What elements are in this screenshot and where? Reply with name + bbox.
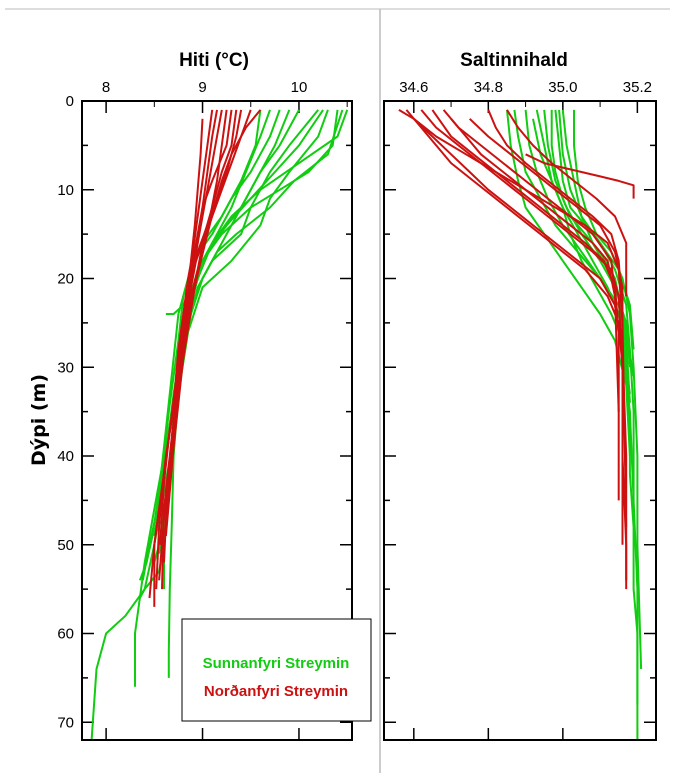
salinity-nordan-profile-line (506, 109, 628, 297)
temperature-ytick-label: 40 (57, 448, 74, 465)
salinity-nordan-profile-line (420, 109, 624, 545)
temperature-xtick-label: 9 (198, 79, 206, 96)
temperature-nordan-profile-line (164, 109, 218, 536)
temperature-sunnan-profile-line (134, 109, 349, 687)
temperature-ytick-label: 10 (57, 182, 74, 199)
salinity-xtick-label: 35.0 (548, 79, 577, 96)
legend-box (181, 618, 372, 722)
temperature-nordan-profile-line (161, 118, 204, 590)
legend-nordan-label: Norðanfyri Streymin (204, 683, 348, 700)
temperature-title: Hiti (°C) (179, 50, 249, 71)
temperature-sunnan-profile-line (138, 109, 262, 581)
legend-sunnan-label: Sunnanfyri Streymin (203, 655, 350, 672)
salinity-nordan-profile-line (450, 118, 620, 412)
temperature-ytick-label: 60 (57, 626, 74, 643)
salinity-plot-frame (383, 100, 657, 741)
temperature-ytick-label: 20 (57, 271, 74, 288)
temperature-nordan-profile-line (176, 109, 262, 395)
salinity-sunnan-profile-line (573, 109, 643, 670)
legend: Sunnanfyri Streymin Norðanfyri Streymin (181, 618, 372, 722)
temperature-ytick-label: 30 (57, 359, 74, 376)
salinity-nordan-profile-line (525, 153, 635, 199)
temperature-ytick-label: 70 (57, 714, 74, 731)
temperature-ytick-label: 50 (57, 537, 74, 554)
salinity-xtick-label: 34.8 (474, 79, 503, 96)
temperature-nordan-profile-line (164, 109, 228, 528)
temperature-xtick-label: 10 (291, 79, 308, 96)
salinity-series-group (398, 109, 643, 740)
temperature-series-group (90, 109, 349, 741)
temperature-nordan-profile-line (155, 109, 214, 590)
salinity-nordan-profile-line (487, 109, 624, 315)
temperature-sunnan-profile-line (167, 109, 329, 678)
temperature-xtick-label: 8 (102, 79, 110, 96)
salinity-title: Saltinnihald (460, 50, 568, 71)
salinity-sunnan-profile-line (524, 109, 635, 501)
salinity-nordan-profile-line (442, 109, 620, 332)
salinity-xtick-label: 34.6 (399, 79, 428, 96)
depth-axis-label: Dýpi (m) (28, 374, 50, 466)
salinity-xtick-label: 35.2 (623, 79, 652, 96)
temperature-panel: Hiti (°C) Dýpi (m) 8 9 10 0 10 20 30 40 50 60 70 S… (28, 50, 372, 741)
temperature-ytick-label: 0 (66, 93, 74, 110)
salinity-nordan-profile-line (469, 118, 624, 474)
salinity-nordan-profile-line (398, 109, 628, 528)
temperature-plot-frame (81, 100, 353, 741)
temperature-sunnan-profile-line (141, 109, 281, 581)
salinity-panel: Saltinnihald 34.6 34.8 35.0 35.2 (383, 50, 657, 741)
temperature-nordan-profile-line (163, 109, 238, 563)
